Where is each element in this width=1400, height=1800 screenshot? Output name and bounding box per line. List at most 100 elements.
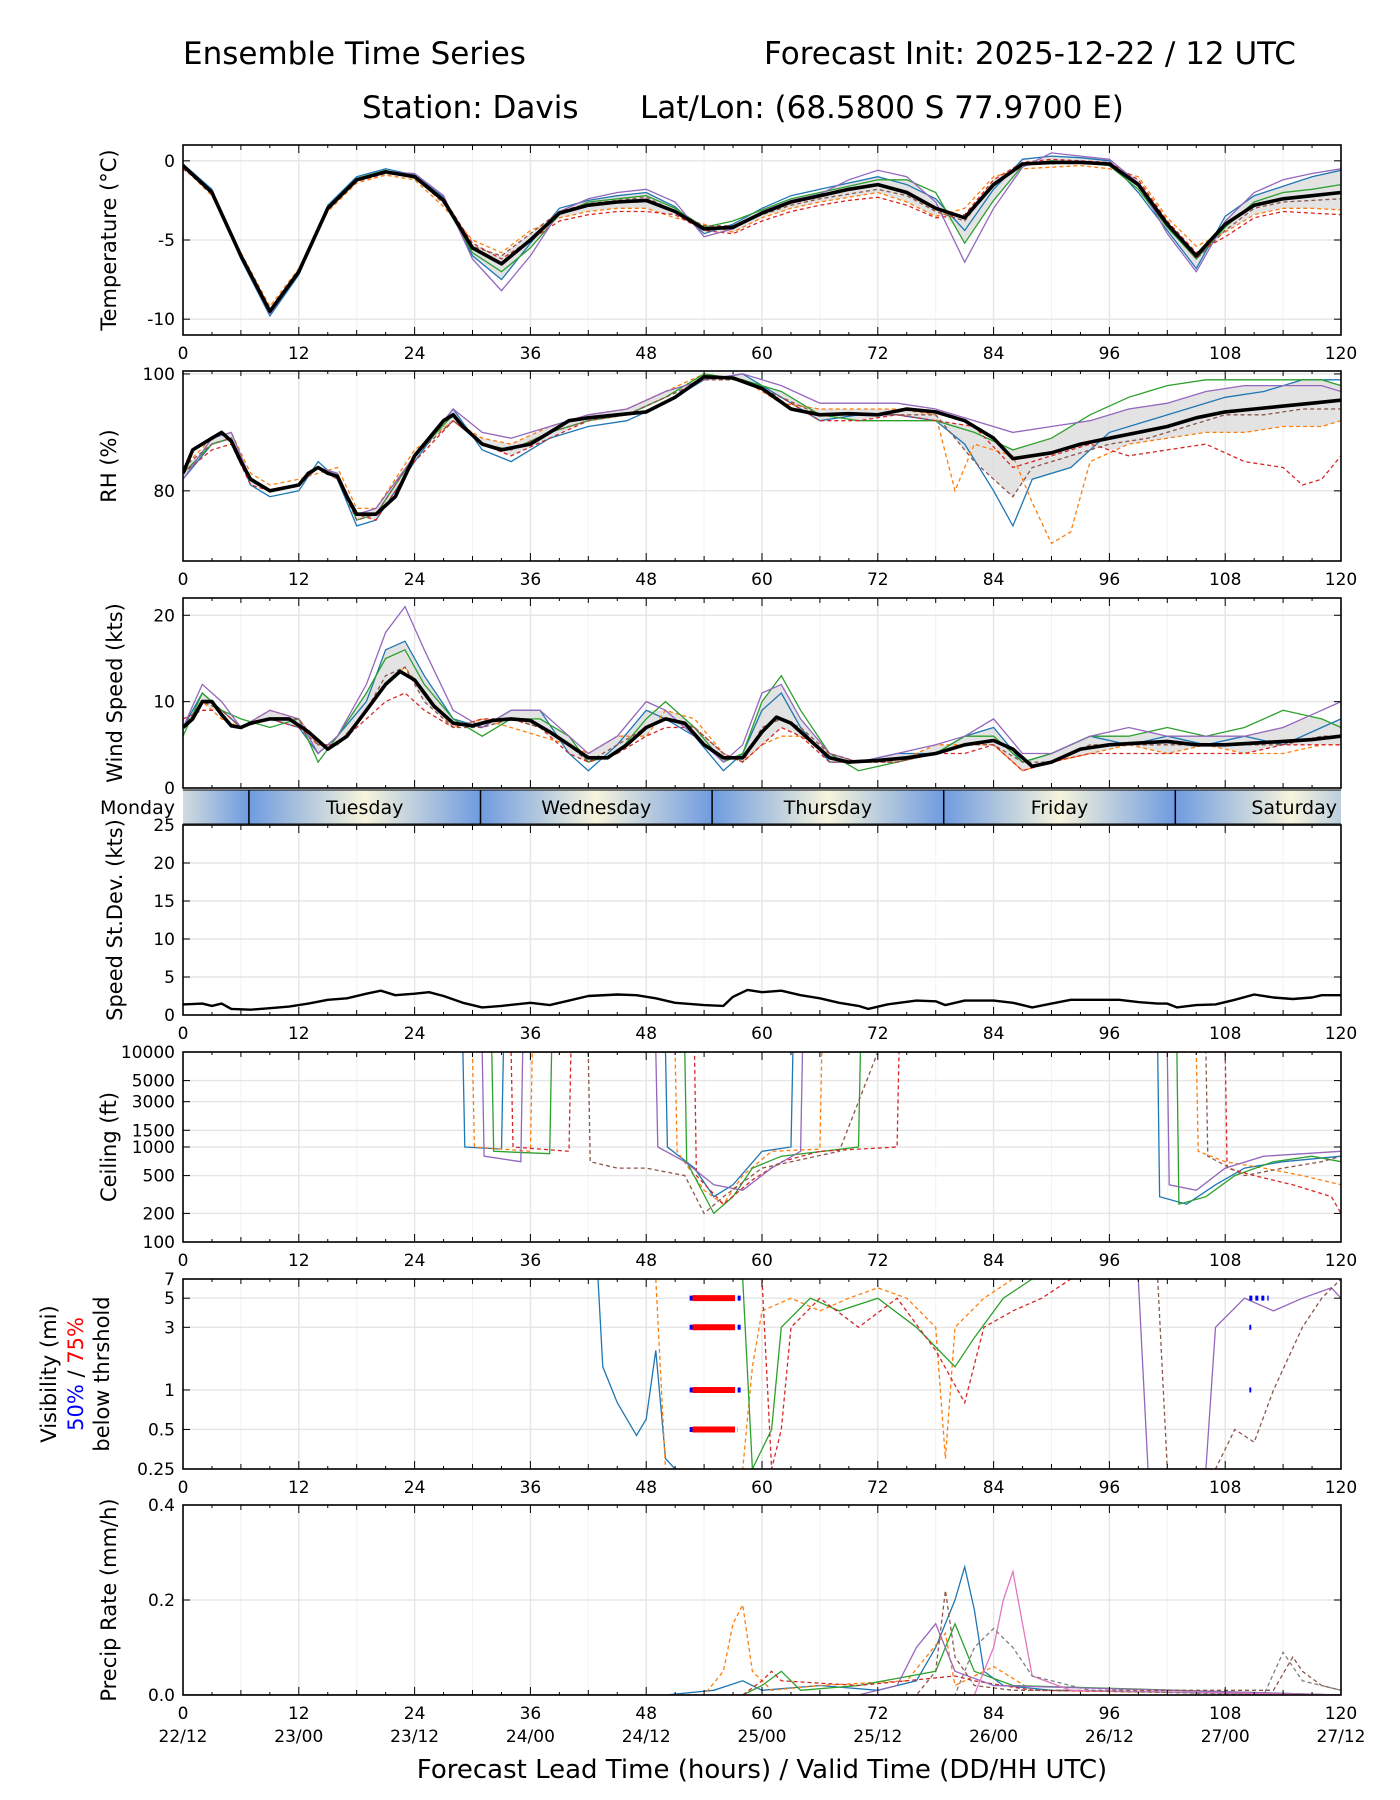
x-tick-label: 36 (520, 344, 542, 364)
x-tick-label-valid: 27/12 (1317, 1727, 1366, 1747)
day-label: Wednesday (541, 797, 651, 819)
x-tick-label: 48 (635, 1024, 657, 1044)
member-line (481, 1052, 1341, 1191)
x-tick-label: 12 (288, 1251, 310, 1271)
y-axis-label: Visibility (mi) (37, 1305, 61, 1442)
x-tick-label: 72 (867, 1024, 889, 1044)
y-axis-label: Temperature (°C) (97, 149, 121, 331)
y-tick-label: 0.4 (148, 1496, 175, 1516)
x-tick-label: 72 (867, 1704, 889, 1724)
day-label: Saturday (1251, 797, 1337, 819)
y-tick-label: 10000 (121, 1043, 175, 1063)
member-line (183, 1568, 1341, 1695)
x-tick-label: 96 (1099, 1704, 1121, 1724)
x-tick-label: 120 (1325, 1024, 1357, 1044)
x-tick-label: 12 (288, 1704, 310, 1724)
member-line (183, 164, 1341, 308)
day-band (480, 790, 713, 824)
station-latlon: Lat/Lon: (68.5800 S 77.9700 E) (640, 90, 1124, 126)
x-tick-label-valid: 22/12 (159, 1727, 208, 1747)
day-band (183, 790, 249, 824)
y-tick-label: 3 (164, 1318, 175, 1338)
y-tick-label: 1500 (132, 1121, 175, 1141)
member-line (462, 1052, 1341, 1205)
legend-75pct: 75% (64, 1317, 88, 1364)
x-tick-label: 36 (520, 1478, 542, 1498)
x-tick-label: 0 (178, 1024, 189, 1044)
panel-speed_stdev: 25 20 15 10 5 00 12 24 36 48 60 72 84 96 108 120 Speed S… (103, 816, 1357, 1044)
ensemble-mean-line (183, 160, 1341, 314)
panel-rh: 100 80 0 12 24 36 48 60 72 84 96 108 120 RH (%) (97, 365, 1357, 590)
y-tick-label: 10 (153, 693, 175, 713)
chart-title-left: Ensemble Time Series (183, 36, 526, 72)
x-tick-label: 36 (520, 1251, 542, 1271)
x-tick-label: 84 (983, 1704, 1005, 1724)
x-tick-label: 0 (178, 344, 189, 364)
day-label: Friday (1031, 797, 1089, 819)
x-tick-label: 48 (635, 1478, 657, 1498)
y-tick-label: 1000 (132, 1138, 175, 1158)
member-line (1137, 1279, 1341, 1469)
member-line (183, 155, 1341, 318)
x-tick-label: 12 (288, 1478, 310, 1498)
x-tick-label: 96 (1099, 570, 1121, 590)
x-tick-label: 84 (983, 570, 1005, 590)
x-tick-label: 108 (1209, 1251, 1241, 1271)
y-tick-label: 7 (164, 1270, 175, 1290)
x-tick-label: 48 (635, 1704, 657, 1724)
y-tick-label: 0 (164, 779, 175, 799)
x-tick-label: 48 (635, 570, 657, 590)
member-line (183, 666, 1341, 772)
x-tick-label: 60 (751, 1478, 773, 1498)
x-tick-label: 60 (751, 344, 773, 364)
member-line (1157, 1279, 1341, 1469)
member-line (491, 1052, 1341, 1215)
panel-days: Monday Tuesday Wednesday Thursday Friday Satu… (100, 789, 1341, 825)
x-tick-label: 48 (635, 1251, 657, 1271)
x-tick-label: 96 (1099, 344, 1121, 364)
day-band (1175, 790, 1341, 824)
x-tick-label: 12 (288, 570, 310, 590)
panel-temperature: 0-5-100 12 24 36 48 60 72 84 96 108 120Temperature… (97, 144, 1357, 364)
x-tick-label: 0 (178, 1704, 189, 1724)
member-line (510, 1052, 1341, 1214)
x-tick-label-valid: 24/00 (506, 1727, 555, 1747)
x-tick-label: 72 (867, 570, 889, 590)
plot-area-wind (183, 605, 1341, 772)
x-tick-label: 84 (983, 1024, 1005, 1044)
x-tick-label: 84 (983, 344, 1005, 364)
x-tick-label: 120 (1325, 344, 1357, 364)
y-tick-label: 0.5 (148, 1420, 175, 1440)
y-tick-label: 25 (153, 816, 175, 836)
x-tick-label-valid: 23/12 (390, 1727, 439, 1747)
x-tick-label: 0 (178, 1478, 189, 1498)
member-line (471, 1052, 1341, 1206)
x-tick-label: 108 (1209, 344, 1241, 364)
x-tick-label: 12 (288, 344, 310, 364)
x-tick-label: 84 (983, 1478, 1005, 1498)
x-tick-label: 120 (1325, 1704, 1357, 1724)
y-tick-label: 0 (164, 1006, 175, 1026)
y-tick-label: -5 (158, 231, 175, 251)
y-tick-label: 10 (153, 930, 175, 950)
y-tick-label: 0 (164, 152, 175, 172)
chart-title-right: Forecast Init: 2025-12-22 / 12 UTC (764, 36, 1296, 72)
day-label: Thursday (783, 797, 872, 819)
x-tick-label: 108 (1209, 1024, 1241, 1044)
x-tick-label: 60 (751, 1024, 773, 1044)
x-tick-label: 24 (404, 344, 426, 364)
day-band (943, 790, 1176, 824)
x-tick-label: 24 (404, 570, 426, 590)
y-axis-label-thresholds: 50% / 75% (64, 1317, 88, 1431)
x-tick-label: 108 (1209, 1704, 1241, 1724)
day-label: Monday (100, 797, 175, 819)
day-band (712, 790, 944, 824)
x-tick-label: 60 (751, 1251, 773, 1271)
x-tick-label: 96 (1099, 1024, 1121, 1044)
panel-visibility: 75 3 1 0.5 0.250 12 24 36 48 60 72 84 96 108 120 Visibi… (37, 1270, 1357, 1498)
x-tick-label: 24 (404, 1704, 426, 1724)
x-tick-label-valid: 25/00 (738, 1727, 787, 1747)
x-tick-label-valid: 26/00 (969, 1727, 1018, 1747)
member-line (183, 1602, 1341, 1695)
